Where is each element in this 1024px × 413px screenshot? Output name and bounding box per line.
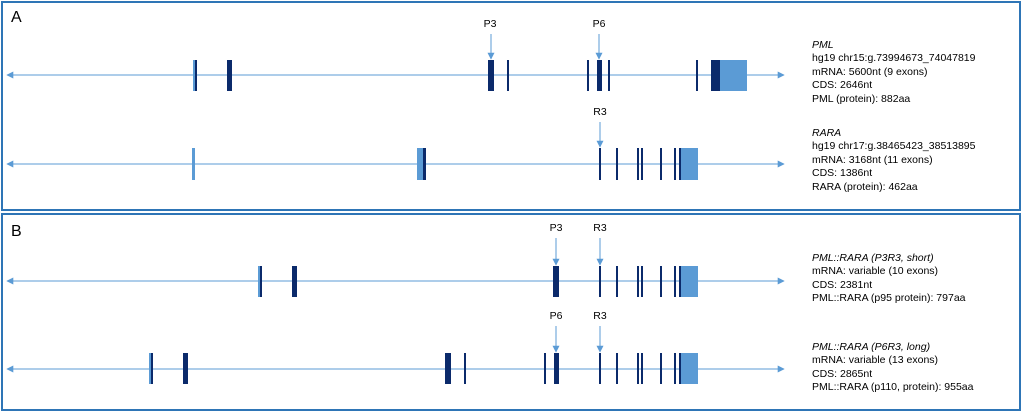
info-line: CDS: 2646nt [812,79,873,92]
gene-name: PML::RARA (P3R3, short) [812,252,934,264]
p3r3-info: PML::RARA (P3R3, short) mRNA: variable (… [812,252,966,306]
exon [423,148,426,180]
exon [660,148,662,180]
pml-info: PML hg19 chr15:g.73994673_74047819 mRNA:… [812,39,976,106]
p6r3-info: PML::RARA (P6R3, long) mRNA: variable (1… [812,341,973,395]
exon [641,353,643,384]
marker-r3: R3 [593,310,607,353]
marker-r3-label: R3 [593,106,607,118]
exon [674,148,676,180]
exon [149,353,151,384]
exon [679,353,681,384]
exon [637,353,639,384]
info-line: hg19 chr17:g.38465423_38513895 [812,140,976,153]
exon [445,353,451,384]
exon [292,266,297,297]
rara-track: R3 [6,106,785,180]
exon [554,353,559,384]
marker-p3-label: P3 [550,222,563,234]
info-line: mRNA: 5600nt (9 exons) [812,65,928,78]
exon [641,148,643,180]
panel-b-letter: B [11,223,22,240]
marker-p3: P3 [484,18,497,60]
exon-utr [681,353,698,384]
marker-p3-label: P3 [484,18,497,30]
exon [464,353,466,384]
exon [679,266,681,297]
panel-b: B [1,213,1021,411]
info-line: PML (protein): 882aa [812,92,911,105]
info-line: CDS: 1386nt [812,167,873,180]
exon [151,353,153,384]
exon-utr [681,148,698,180]
exon [183,353,188,384]
exon [193,60,195,91]
pml-track: P3 P6 [6,18,785,91]
exon-utr [720,60,747,91]
exon [616,353,618,384]
exon [260,266,262,297]
exon [616,148,618,180]
marker-p3: P3 [550,222,563,266]
exon-utr [192,148,195,180]
exon [660,353,662,384]
marker-p6-label: P6 [550,310,563,322]
exon [674,266,676,297]
gene-name: RARA [812,127,842,139]
info-line: PML::RARA (p110, protein): 955aa [812,381,974,394]
exon [616,266,618,297]
exon [660,266,662,297]
info-line: mRNA: variable (10 exons) [812,265,939,278]
panel-a-letter: A [11,9,22,26]
exon [637,266,639,297]
info-line: RARA (protein): 462aa [812,180,918,193]
marker-r3-label: R3 [593,222,607,234]
exon [674,353,676,384]
exon [544,353,546,384]
marker-p6: P6 [550,310,563,353]
exon [599,353,601,384]
exon [711,60,720,91]
exon [637,148,639,180]
info-line: CDS: 2381nt [812,278,873,291]
exon [608,60,610,91]
gene-name: PML::RARA (P6R3, long) [812,341,931,353]
p3r3-track: P3 R3 [6,222,785,297]
info-line: mRNA: variable (13 exons) [812,354,939,367]
exon [587,60,589,91]
info-line: mRNA: 3168nt (11 exons) [812,153,933,166]
exon [696,60,698,91]
marker-p6-label: P6 [593,18,606,30]
marker-r3: R3 [593,106,607,148]
panel-a: A [1,1,1021,211]
exon-utr [681,266,698,297]
marker-r3-label: R3 [593,310,607,322]
exon [227,60,232,91]
exon [641,266,643,297]
exon [599,266,601,297]
marker-r3: R3 [593,222,607,266]
gene-name: PML [812,39,834,51]
exon [553,266,559,297]
exon [599,148,601,180]
exon [679,148,681,180]
exon-utr [417,148,423,180]
exon [488,60,494,91]
info-line: CDS: 2865nt [812,367,873,380]
marker-p6: P6 [593,18,606,60]
exon [507,60,509,91]
exon [258,266,260,297]
exon [597,60,602,91]
exon [195,60,197,91]
rara-info: RARA hg19 chr17:g.38465423_38513895 mRNA… [812,127,976,194]
info-line: hg19 chr15:g.73994673_74047819 [812,52,976,65]
p6r3-track: P6 R3 [6,310,785,384]
info-line: PML::RARA (p95 protein): 797aa [812,292,966,305]
